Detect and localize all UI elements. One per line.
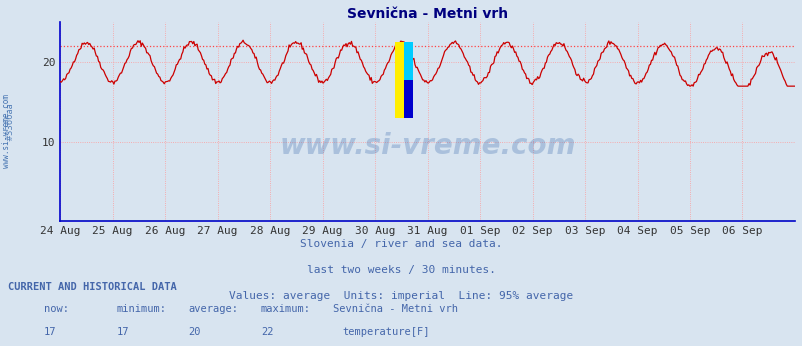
Bar	[403, 80, 412, 118]
Text: 22: 22	[261, 327, 273, 337]
Text: 17: 17	[44, 327, 57, 337]
Text: now:: now:	[44, 304, 69, 315]
Text: www.si-vreme.com: www.si-vreme.com	[2, 94, 11, 169]
Text: #3366aa: #3366aa	[6, 103, 14, 141]
Text: Slovenia / river and sea data.: Slovenia / river and sea data.	[300, 239, 502, 249]
Text: Values: average  Units: imperial  Line: 95% average: Values: average Units: imperial Line: 95…	[229, 291, 573, 301]
Bar	[403, 43, 412, 80]
Text: temperature[F]: temperature[F]	[342, 327, 430, 337]
Text: minimum:: minimum:	[116, 304, 166, 315]
Bar	[394, 43, 403, 118]
Text: www.si-vreme.com: www.si-vreme.com	[279, 132, 575, 160]
Text: Sevnična - Metni vrh: Sevnična - Metni vrh	[333, 304, 458, 315]
Text: average:: average:	[188, 304, 238, 315]
Text: 17: 17	[116, 327, 129, 337]
Text: CURRENT AND HISTORICAL DATA: CURRENT AND HISTORICAL DATA	[8, 282, 176, 292]
Text: 20: 20	[188, 327, 201, 337]
Title: Sevnična - Metni vrh: Sevnična - Metni vrh	[346, 7, 508, 21]
Text: maximum:: maximum:	[261, 304, 310, 315]
Text: last two weeks / 30 minutes.: last two weeks / 30 minutes.	[306, 265, 496, 275]
